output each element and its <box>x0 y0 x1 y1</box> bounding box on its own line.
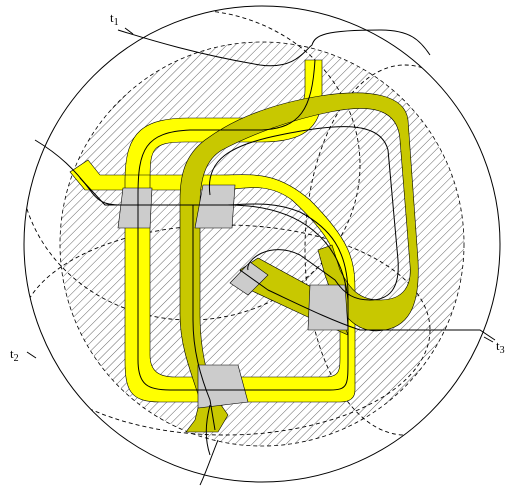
dashed-disk-t3 <box>304 64 500 436</box>
label-t2: t2 <box>10 346 19 364</box>
yellow-band <box>69 59 356 403</box>
label-t3: t3 <box>496 338 505 356</box>
label-t1: t1 <box>110 10 119 28</box>
label-ticks <box>26 27 494 359</box>
curves <box>34 29 496 486</box>
crossings <box>117 184 349 409</box>
